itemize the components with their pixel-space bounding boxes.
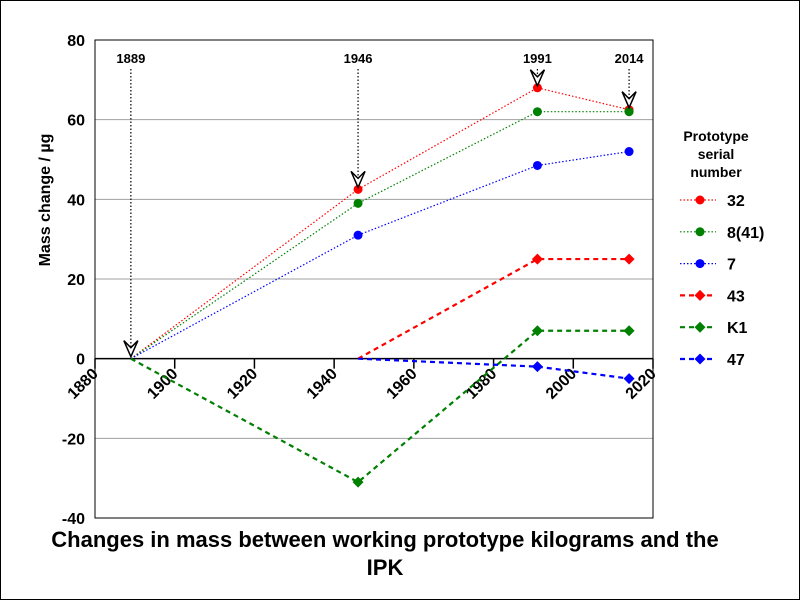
- annotation-label: 1946: [344, 51, 373, 66]
- plot-frame: [94, 39, 654, 519]
- data-point: [623, 373, 635, 385]
- data-point: [624, 147, 634, 157]
- y-tick-labels: -40 -20 0 20 40 60 80: [62, 33, 85, 528]
- series-7: [130, 147, 634, 360]
- annotation-2014: 2014: [615, 51, 645, 110]
- data-point: [532, 107, 542, 117]
- data-point: [352, 476, 364, 488]
- data-point: [531, 361, 543, 373]
- series-line: [130, 87, 630, 360]
- chart-title: Changes in mass between working prototyp…: [51, 527, 719, 580]
- legend-label: K1: [727, 320, 748, 337]
- grid-lines: [95, 119, 653, 439]
- legend-label: 8(41): [727, 225, 764, 242]
- data-point: [624, 107, 634, 117]
- series-47: [358, 357, 635, 385]
- y-tick-label: 80: [67, 33, 85, 50]
- series-layer: [130, 83, 635, 488]
- legend: Prototype serial number 32 8(41) 7 43 K1 47: [680, 128, 764, 369]
- annotations: 1889 1946 1991 2014: [116, 51, 645, 359]
- x-tick-label: 1940: [304, 365, 341, 402]
- series-K1: [130, 325, 635, 488]
- data-point: [353, 198, 363, 208]
- y-tick-label: 40: [67, 192, 85, 209]
- annotation-arrowhead: [123, 340, 139, 359]
- annotation-1889: 1889: [116, 51, 145, 359]
- annotation-label: 1889: [116, 51, 145, 66]
- series-43: [357, 253, 635, 360]
- data-point: [531, 325, 543, 337]
- y-axis-label: Mass change / µg: [37, 134, 54, 267]
- data-point: [353, 184, 363, 194]
- legend-swatch-marker: [695, 227, 705, 237]
- legend-title: number: [690, 164, 742, 180]
- annotation-label: 1991: [523, 51, 552, 66]
- x-tick-label: 1900: [144, 365, 181, 402]
- legend-item-7: 7: [680, 257, 736, 274]
- axes: [94, 39, 654, 519]
- legend-label: 7: [727, 257, 736, 274]
- y-tick-label: 20: [67, 272, 85, 289]
- series-line: [357, 257, 630, 360]
- data-point: [532, 160, 542, 170]
- y-tick-label: -20: [62, 431, 85, 448]
- annotation-arrowhead: [350, 170, 366, 190]
- legend-swatch-marker: [695, 195, 705, 205]
- series-line: [130, 150, 630, 360]
- y-tick-label: 0: [76, 352, 85, 369]
- data-point: [353, 230, 363, 240]
- legend-swatch-marker: [694, 321, 706, 333]
- data-point: [623, 325, 635, 337]
- legend-label: 32: [727, 193, 745, 210]
- x-tick-label: 1980: [463, 365, 500, 402]
- series-32: [130, 83, 634, 360]
- x-tick-label: 1920: [224, 365, 261, 402]
- legend-swatch-marker: [694, 353, 706, 365]
- annotation-arrowhead: [621, 91, 637, 110]
- x-tick-label: 2020: [623, 365, 660, 402]
- legend-item-43: 43: [680, 288, 745, 305]
- legend-item-47: 47: [680, 352, 745, 369]
- legend-label: 47: [727, 352, 745, 369]
- series-line: [130, 329, 630, 484]
- annotation-arrowhead: [529, 69, 546, 88]
- legend-label: 43: [727, 288, 745, 305]
- annotation-label: 2014: [615, 51, 645, 66]
- legend-item-8(41): 8(41): [680, 225, 764, 242]
- series-8(41): [130, 107, 634, 360]
- series-line: [130, 111, 630, 360]
- y-tick-label: 60: [67, 113, 85, 130]
- data-point: [623, 253, 635, 265]
- legend-item-32: 32: [680, 193, 745, 210]
- annotation-1991: 1991: [523, 51, 552, 88]
- x-tick-label: 1880: [65, 365, 102, 402]
- x-tick-labels: 1880 1900 1920 1940 1960 1980 2000 2020: [65, 365, 660, 402]
- annotation-1946: 1946: [344, 51, 373, 190]
- legend-swatch-marker: [695, 259, 705, 269]
- data-point: [531, 253, 543, 265]
- y-tick-label: -40: [62, 511, 85, 528]
- legend-title: serial: [698, 146, 735, 162]
- data-point: [532, 83, 542, 93]
- legend-title: Prototype: [683, 128, 749, 144]
- legend-item-K1: K1: [680, 320, 748, 337]
- x-tick-label: 1960: [383, 365, 420, 402]
- legend-swatch-marker: [694, 289, 706, 301]
